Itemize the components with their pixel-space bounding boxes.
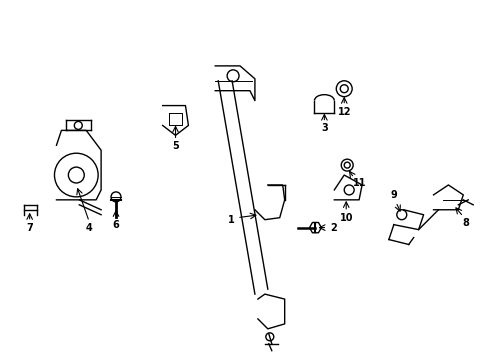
- Text: 7: 7: [26, 222, 33, 233]
- Text: 4: 4: [86, 222, 92, 233]
- Text: 5: 5: [172, 141, 179, 151]
- Text: 3: 3: [320, 123, 327, 134]
- Text: 11: 11: [353, 178, 366, 188]
- Text: 8: 8: [462, 218, 469, 228]
- Text: 1: 1: [227, 215, 234, 225]
- Text: 6: 6: [112, 220, 119, 230]
- Text: 10: 10: [339, 213, 352, 223]
- Text: 2: 2: [329, 222, 336, 233]
- Text: 9: 9: [389, 190, 396, 200]
- Text: 12: 12: [337, 107, 350, 117]
